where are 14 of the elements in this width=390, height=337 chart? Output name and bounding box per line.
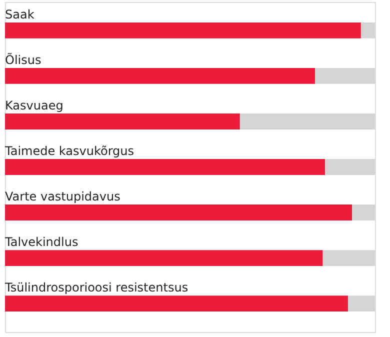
bar (5, 296, 348, 312)
y-tick-label: Varte vastupidavus (5, 190, 120, 204)
y-tick-label: Saak (5, 7, 34, 22)
y-tick-label: Õlisus (5, 52, 42, 67)
bar (5, 204, 352, 220)
bar (5, 159, 326, 175)
bar (5, 114, 240, 130)
bar (5, 22, 361, 38)
y-tick-label: Tsülindrosporioosi resistentsus (4, 280, 188, 295)
bar (5, 68, 316, 84)
y-tick-label: Talvekindlus (4, 235, 78, 250)
bar (5, 250, 323, 266)
y-tick-label: Taimede kasvukõrgus (4, 144, 134, 158)
y-tick-label: Kasvuaeg (5, 98, 64, 112)
